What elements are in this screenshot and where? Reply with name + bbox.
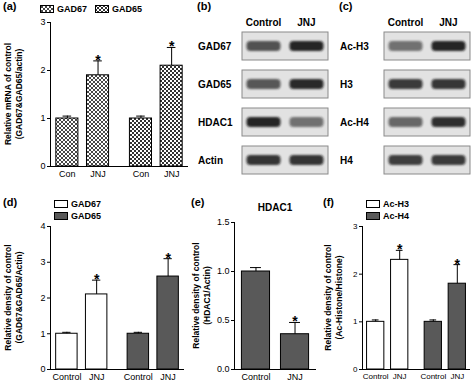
svg-text:1.5: 1.5 [217,217,230,227]
svg-text:*: * [455,256,461,272]
svg-text:Relative density of control(Ac: Relative density of control(Ac-Histone/H… [323,244,344,350]
svg-text:4: 4 [40,221,45,231]
svg-text:Relative density of control(HD: Relative density of control(HDAC1/Actin) [191,242,212,348]
svg-text:3: 3 [353,222,358,231]
svg-text:2: 2 [40,65,45,75]
svg-text:Control: Control [420,372,446,381]
svg-text:Con: Con [133,169,150,179]
svg-text:JNJ: JNJ [450,372,464,381]
html-text:(f): (f) [323,196,334,208]
html-text:GAD67: GAD67 [57,4,87,14]
svg-text:GAD65: GAD65 [198,79,232,90]
svg-text:3: 3 [40,257,45,267]
svg-text:*: * [94,271,100,287]
svg-text:0: 0 [40,161,45,171]
svg-text:*: * [95,52,101,68]
svg-text:2: 2 [353,270,358,279]
svg-text:H3: H3 [340,79,353,90]
svg-text:1: 1 [40,329,45,339]
svg-text:0: 0 [353,365,358,374]
svg-text:JNJ: JNJ [287,372,303,382]
svg-text:JNJ: JNJ [439,17,457,28]
html-text:(b): (b) [197,0,211,12]
svg-text:H4: H4 [340,155,353,166]
svg-text:Control: Control [388,17,424,28]
svg-text:Actin: Actin [198,155,223,166]
svg-text:JNJ: JNJ [160,372,176,382]
svg-text:3: 3 [40,17,45,27]
svg-text:*: * [165,250,171,266]
svg-text:0.5: 0.5 [217,315,230,325]
html-text:GAD65: GAD65 [112,4,142,14]
svg-text:0.0: 0.0 [217,364,230,374]
svg-text:Control: Control [124,372,153,382]
svg-text:2: 2 [40,293,45,303]
svg-text:Control: Control [52,372,81,382]
html-text:GAD67: GAD67 [71,199,101,209]
svg-text:1.0: 1.0 [217,266,230,276]
svg-text:Relative density of control(GA: Relative density of control(GAD67&GAD65/… [3,244,24,350]
svg-text:JNJ: JNJ [393,372,407,381]
svg-text:JNJ: JNJ [164,169,180,179]
html-text:(c): (c) [339,0,353,12]
svg-text:Ac-H3: Ac-H3 [340,41,369,52]
html-text:(e): (e) [191,196,205,208]
html-text:Ac-H3: Ac-H3 [383,199,409,209]
svg-text:Con: Con [59,169,76,179]
svg-text:*: * [292,313,298,329]
html-text:(a): (a) [3,0,17,12]
html-text:Ac-H4: Ac-H4 [383,211,409,221]
svg-text:*: * [397,241,403,257]
svg-text:JNJ: JNJ [89,372,105,382]
svg-text:GAD67: GAD67 [198,41,232,52]
svg-text:JNJ: JNJ [297,17,315,28]
svg-text:1: 1 [40,113,45,123]
svg-text:*: * [169,38,175,54]
svg-text:Ac-H4: Ac-H4 [340,117,369,128]
svg-text:JNJ: JNJ [90,169,106,179]
svg-text:0: 0 [40,364,45,374]
svg-text:Control: Control [246,17,282,28]
html-text:(d): (d) [3,196,17,208]
html-text:GAD65: GAD65 [71,211,101,221]
svg-text:Control: Control [241,372,270,382]
svg-text:1: 1 [353,317,358,326]
html-text:HDAC1: HDAC1 [257,202,293,213]
svg-text:Control: Control [363,372,389,381]
svg-text:HDAC1: HDAC1 [198,117,233,128]
svg-text:Relative mRNA of control(GAD67: Relative mRNA of control(GAD67&GAD65/act… [3,43,24,145]
